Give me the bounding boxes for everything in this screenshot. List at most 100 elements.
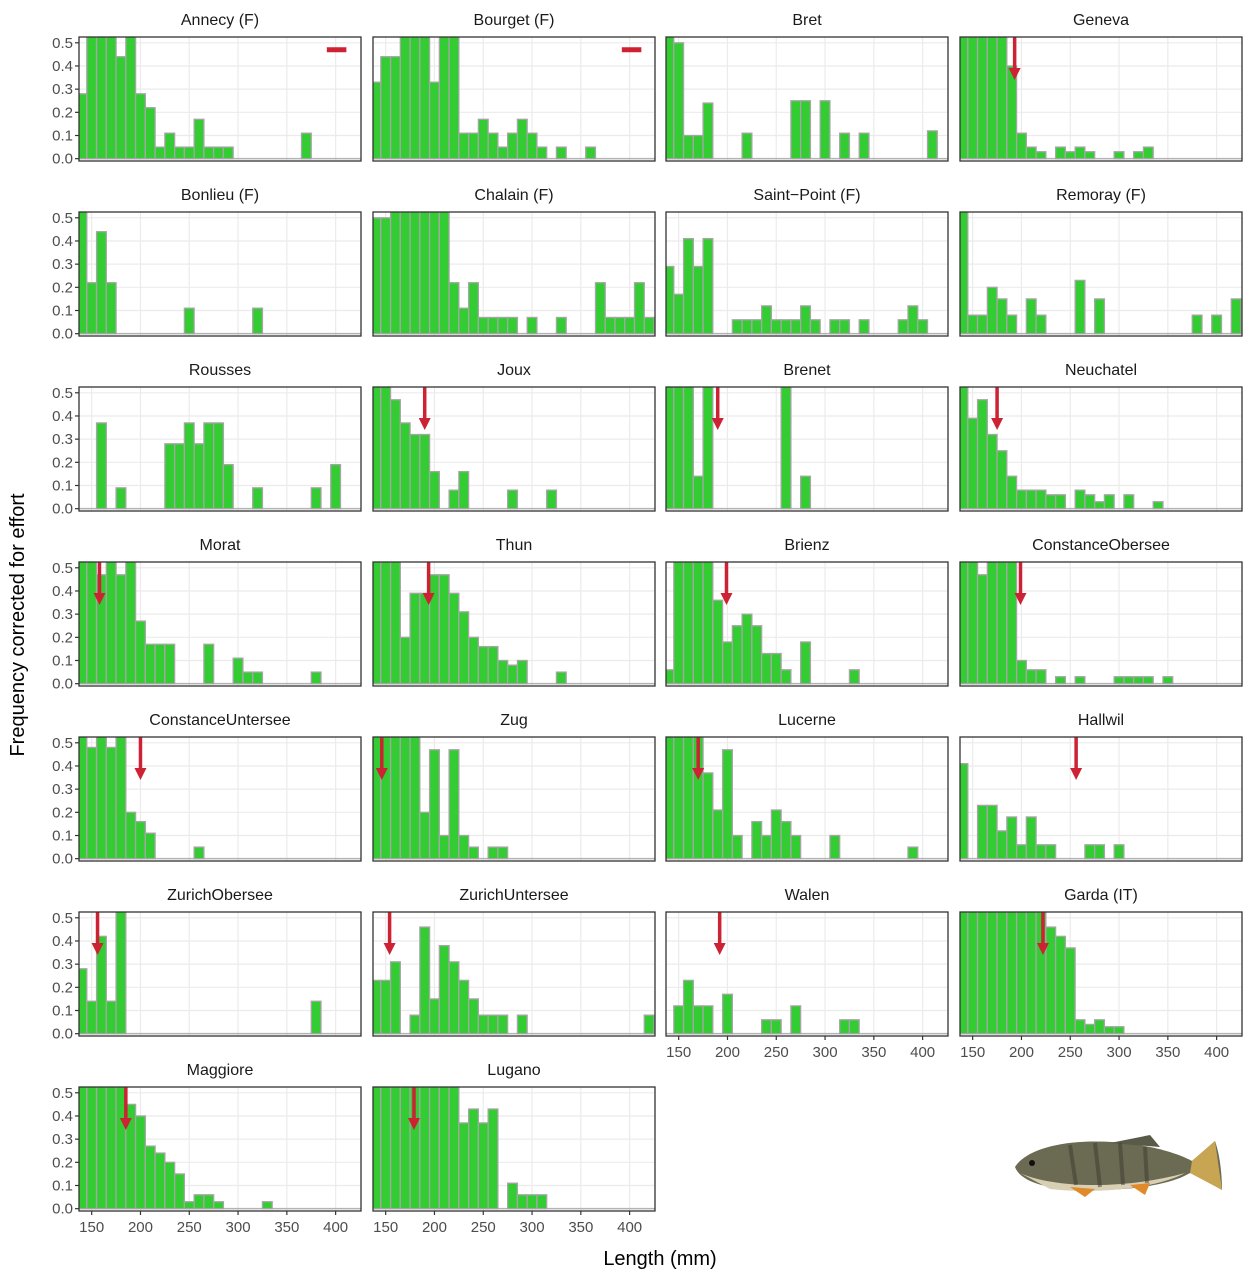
- x-tick-label: 200: [128, 1219, 153, 1236]
- bar: [409, 737, 421, 860]
- bar: [839, 319, 851, 335]
- panel-border: [665, 561, 949, 687]
- bar: [144, 832, 156, 860]
- bar: [203, 422, 215, 510]
- y-tick-label: 0.4: [52, 408, 73, 425]
- bar: [780, 820, 792, 860]
- panel-border: [78, 386, 362, 512]
- bar: [692, 265, 704, 335]
- bar: [1015, 132, 1028, 160]
- bar: [399, 636, 411, 685]
- bar: [173, 1173, 186, 1210]
- panel: ConstanceObersee: [959, 537, 1243, 687]
- mean-arrow: [1070, 737, 1083, 780]
- bar: [516, 118, 528, 160]
- bar: [300, 132, 312, 160]
- bar: [721, 749, 734, 860]
- strip-title: Chalain (F): [474, 187, 553, 204]
- bar: [536, 146, 548, 160]
- strip-title: ZurichUntersee: [459, 887, 568, 904]
- bar: [1015, 912, 1028, 1035]
- panel-border: [372, 386, 656, 512]
- bar: [858, 319, 870, 335]
- bar: [380, 217, 392, 335]
- bar: [682, 387, 694, 510]
- bar: [546, 489, 558, 510]
- bar: [477, 1122, 489, 1210]
- bar: [1084, 1023, 1096, 1035]
- bar: [409, 592, 421, 685]
- bar: [829, 319, 841, 335]
- bar: [643, 1014, 655, 1035]
- bar: [976, 912, 988, 1035]
- bar: [1015, 844, 1028, 860]
- bar: [467, 132, 480, 160]
- y-tick-label: 0.2: [52, 629, 73, 646]
- mean-arrow: [119, 1087, 132, 1130]
- bar: [555, 671, 567, 685]
- bar: [330, 463, 342, 510]
- bar: [497, 659, 509, 685]
- y-tick-label: 0.5: [52, 35, 73, 52]
- strip-title: Hallwil: [1078, 712, 1124, 729]
- bar: [996, 298, 1008, 335]
- y-tick-label: 0.2: [52, 279, 73, 296]
- bar: [682, 562, 694, 685]
- y-tick-label: 0.3: [52, 431, 73, 448]
- bar: [419, 37, 431, 160]
- bar: [115, 487, 127, 510]
- bar: [780, 319, 792, 335]
- panel-background: [79, 212, 361, 336]
- bar: [193, 846, 205, 860]
- bar: [448, 961, 460, 1035]
- y-tick-label: 0.1: [52, 478, 73, 495]
- strip-title: ZurichObersee: [167, 887, 273, 904]
- bar: [1074, 676, 1086, 685]
- bar: [310, 487, 322, 510]
- panel-border: [665, 36, 949, 162]
- panel: ConstanceUntersee 0.0 0.1 0.2 0.3 0.4 0.5: [52, 712, 362, 868]
- panel-border: [78, 36, 362, 162]
- x-tick-label: 350: [861, 1044, 886, 1061]
- x-axis-title: Length (mm): [603, 1248, 716, 1270]
- bar: [1123, 494, 1135, 510]
- bar: [95, 935, 107, 1035]
- bar: [770, 1019, 782, 1035]
- bar: [1162, 676, 1174, 685]
- bar: [702, 238, 714, 335]
- bar: [105, 562, 117, 685]
- bar: [487, 1108, 499, 1210]
- bars: [960, 212, 1242, 335]
- bar: [1103, 494, 1115, 510]
- bar: [467, 636, 480, 685]
- bars: [79, 737, 361, 860]
- bar: [751, 319, 763, 335]
- panel-border: [78, 911, 362, 1037]
- bar: [86, 1000, 98, 1035]
- bar: [1074, 279, 1086, 335]
- bars: [373, 37, 655, 160]
- panel: Maggiore 0.0 0.1 0.2 0.3 0.4 0.5 150 200 250 300 35…: [52, 1062, 362, 1236]
- bar: [996, 37, 1008, 160]
- bars: [373, 912, 655, 1035]
- bar: [232, 657, 244, 685]
- bar: [310, 1000, 322, 1035]
- bar: [399, 212, 411, 335]
- strip-title: Maggiore: [187, 1062, 254, 1079]
- bar: [1191, 314, 1203, 335]
- bar: [380, 1087, 392, 1210]
- bar: [1054, 935, 1067, 1035]
- bar: [428, 998, 441, 1035]
- strip-title: Geneva: [1073, 12, 1129, 29]
- bars: [960, 562, 1242, 685]
- bar: [183, 1201, 195, 1210]
- mean-arrow: [692, 737, 705, 780]
- bar: [996, 562, 1008, 685]
- bar: [507, 664, 519, 685]
- bar: [770, 319, 782, 335]
- panel: ZurichObersee 0.0 0.1 0.2 0.3 0.4 0.5: [52, 887, 362, 1043]
- bar: [173, 443, 186, 510]
- bar: [790, 834, 802, 860]
- bar: [419, 212, 431, 335]
- bar: [996, 830, 1008, 860]
